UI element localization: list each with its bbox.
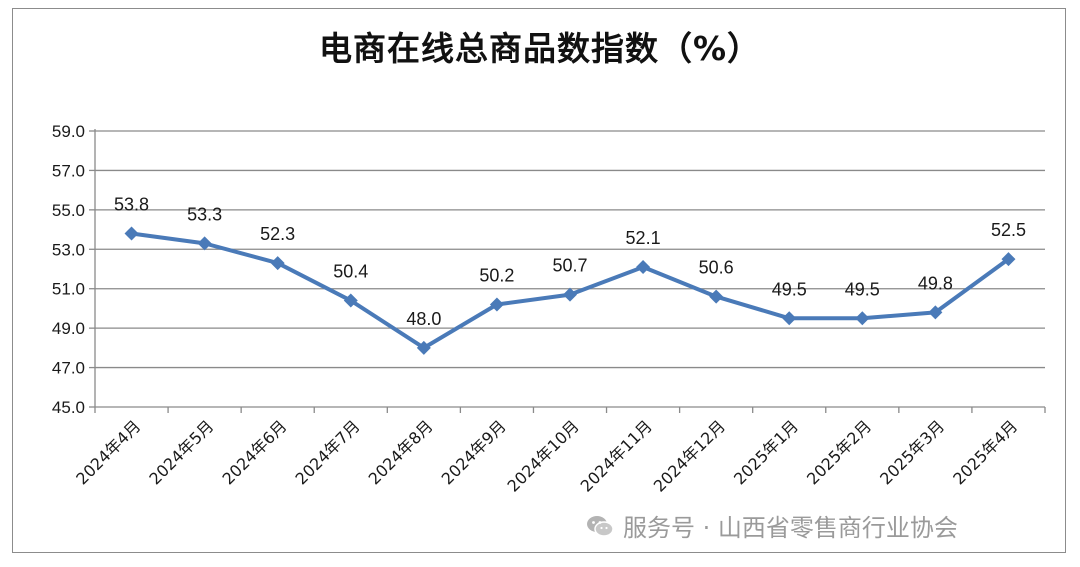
data-label: 49.5 [845,279,880,299]
x-tick-label: 2024年4月 [72,416,144,488]
axes [94,129,1045,408]
data-label: 50.6 [699,258,734,278]
data-label: 53.8 [114,195,149,215]
data-point [270,256,285,271]
data-label: 52.1 [626,228,661,248]
x-tick-label: 2025年1月 [730,416,802,488]
y-tick-label: 59.0 [52,122,85,141]
x-tick-label: 2024年11月 [577,416,656,495]
data-point [563,287,577,302]
data-labels: 53.8 53.3 52.3 50.4 48.0 50.2 50.7 52.1 50.6 49.5… [114,195,1026,329]
y-axis-ticks: 45.0 47.0 49.0 51.0 53.0 55.0 57.0 59.0 [52,122,95,417]
watermark-text: 服务号 · 山西省零售商行业协会 [623,514,958,542]
data-label: 52.5 [991,220,1026,240]
data-point [343,293,358,308]
x-tick-label: 2025年4月 [949,416,1021,488]
x-tick-label: 2024年10月 [504,416,583,495]
y-tick-label: 51.0 [52,280,85,299]
data-point [489,297,504,312]
data-point [782,311,797,326]
y-tick-label: 49.0 [52,319,85,338]
data-label: 48.0 [406,309,441,329]
data-point [855,311,870,326]
data-point [416,340,431,355]
x-tick-label: 2024年7月 [292,416,364,488]
data-label: 52.3 [260,224,295,244]
data-label: 49.8 [918,273,953,293]
watermark: 服务号 · 山西省零售商行业协会 [585,508,958,543]
x-axis-ticks: 2024年4月 2024年5月 2024年6月 2024年7月 2024年8月 2024年… [72,407,1046,496]
data-label: 49.5 [772,279,807,299]
y-tick-label: 53.0 [52,240,85,259]
chart-title: 电商在线总商品数指数（%） [318,29,762,68]
data-point [124,226,139,241]
x-tick-label: 2025年3月 [876,416,948,488]
x-tick-label: 2024年5月 [145,416,217,488]
gridlines [95,130,1045,369]
y-tick-label: 47.0 [52,359,85,378]
data-label: 50.4 [333,262,368,282]
y-tick-label: 45.0 [52,398,85,417]
data-point [1001,252,1016,267]
wechat-icon [587,515,614,537]
x-tick-label: 2025年2月 [803,416,875,488]
data-point [709,289,724,304]
x-tick-label: 2024年6月 [218,416,290,488]
x-tick-label: 2024年8月 [365,416,437,488]
data-label: 50.2 [479,265,514,285]
chart-frame [12,8,1066,553]
series-layer [124,226,1016,355]
data-label: 50.7 [552,256,587,276]
data-point [928,305,943,320]
data-label: 53.3 [187,204,222,224]
data-point [636,260,651,275]
y-tick-label: 57.0 [52,161,85,180]
y-tick-label: 55.0 [52,201,85,220]
x-tick-label: 2024年12月 [650,416,729,495]
x-tick-label: 2024年9月 [438,416,510,488]
data-point [197,236,212,251]
